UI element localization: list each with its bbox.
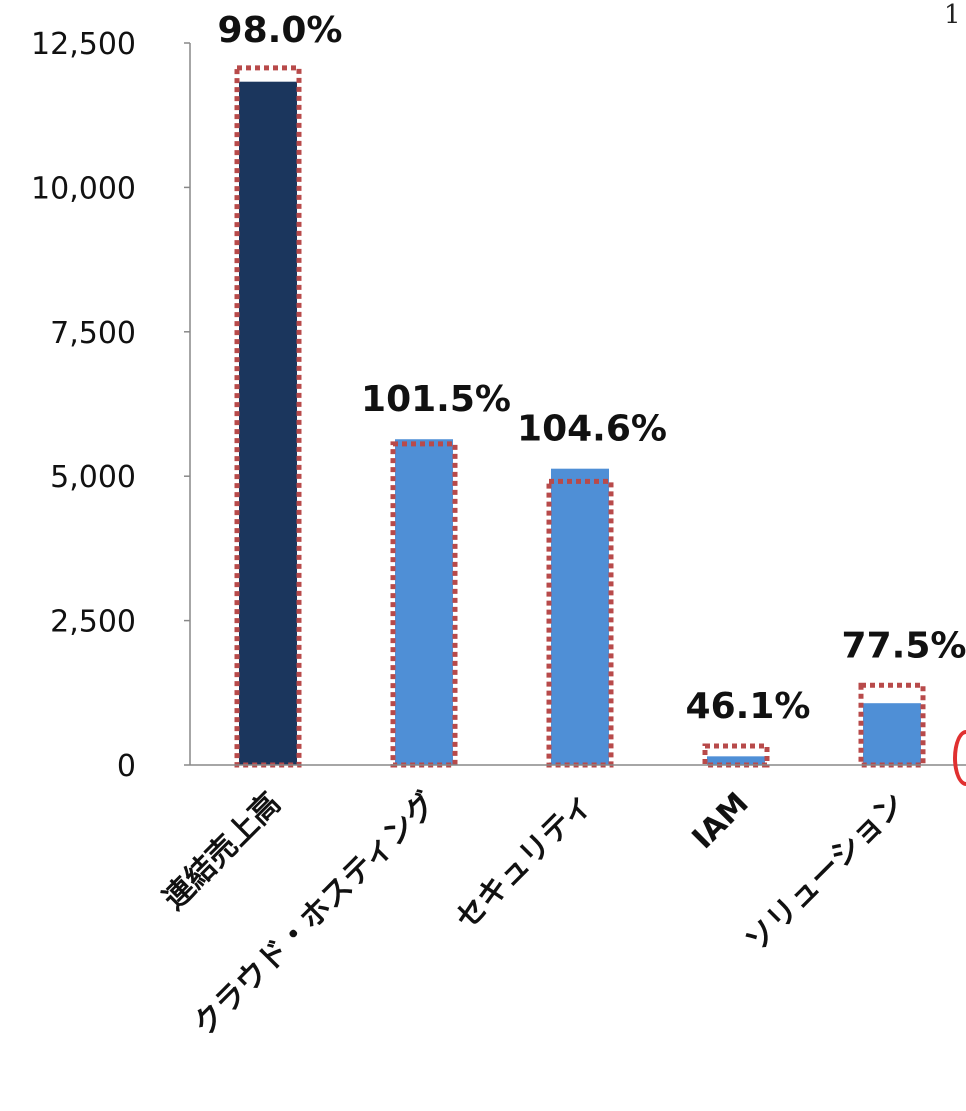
data-label: 77.5% — [842, 625, 966, 666]
y-tick-label: 7,500 — [50, 316, 136, 351]
category-label: ソリューション — [739, 786, 912, 959]
bar-actual — [551, 468, 609, 765]
bars — [234, 65, 926, 768]
category-label: セキュリティ — [449, 786, 600, 937]
data-label: 98.0% — [218, 10, 343, 51]
category-label: 連結売上高 — [157, 786, 288, 917]
data-label: 101.5% — [361, 379, 511, 420]
bar-plan-outline — [234, 65, 302, 768]
bar-actual — [395, 439, 453, 765]
axes — [189, 43, 966, 766]
bar-actual — [239, 81, 297, 765]
data-label: 104.6% — [517, 409, 667, 450]
page-number: 1 — [944, 0, 961, 30]
bar-actual — [707, 756, 765, 765]
y-tick-label: 10,000 — [31, 171, 136, 206]
y-tick-label: 12,500 — [31, 27, 136, 62]
category-label: IAM — [685, 786, 755, 856]
bar-actual — [863, 703, 921, 765]
y-tick-label: 2,500 — [50, 605, 136, 640]
y-tick-label: 5,000 — [50, 460, 136, 495]
y-tick-label: 0 — [117, 749, 136, 784]
y-axis-ticks: 0 2,500 5,000 7,500 10,000 12,500 — [31, 27, 190, 784]
bar-plan-outline — [546, 478, 614, 768]
data-labels: 98.0% 101.5%104.6% 46.1% 77.5% — [218, 10, 966, 727]
data-label: 46.1% — [686, 686, 811, 727]
